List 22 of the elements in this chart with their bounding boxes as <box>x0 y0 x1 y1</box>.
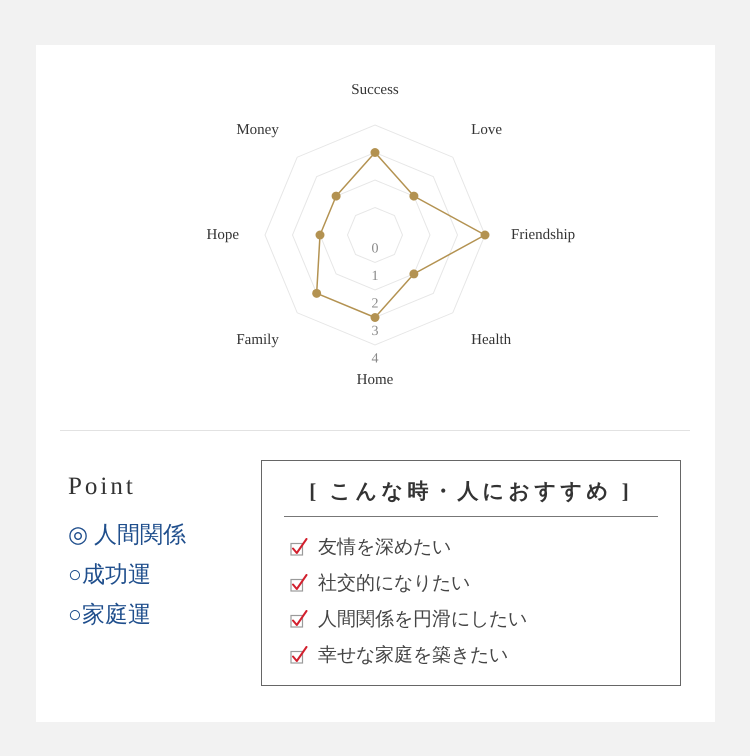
text: 友情を深めたい <box>318 536 451 560</box>
spoke-label: Love <box>471 122 502 138</box>
text: [ こんな時・人におすすめ ] <box>284 476 658 517</box>
text: ○家庭運 <box>68 601 151 629</box>
spoke-label: Family <box>236 332 280 348</box>
y-tick-label: 1 <box>372 268 378 284</box>
y-tick-label: 4 <box>372 351 378 366</box>
text: Point <box>68 472 136 502</box>
spoke-label: Success <box>351 82 399 98</box>
spoke-label: Hope <box>206 226 240 243</box>
spoke-label: Home <box>356 372 394 388</box>
spoke-label: Money <box>236 122 280 138</box>
spoke-label: Health <box>471 332 512 348</box>
text: 社交的になりたい <box>318 572 470 596</box>
y-tick-label: 3 <box>372 324 378 339</box>
y-tick-label: 2 <box>372 296 378 312</box>
text: ◎ 人間関係 <box>68 521 186 549</box>
text: 人間関係を円滑にしたい <box>318 608 527 632</box>
text: 幸せな家庭を築きたい <box>318 644 508 668</box>
text: ○成功運 <box>68 561 151 589</box>
y-tick-label: 0 <box>372 241 378 256</box>
spoke-label: Friendship <box>511 226 576 243</box>
